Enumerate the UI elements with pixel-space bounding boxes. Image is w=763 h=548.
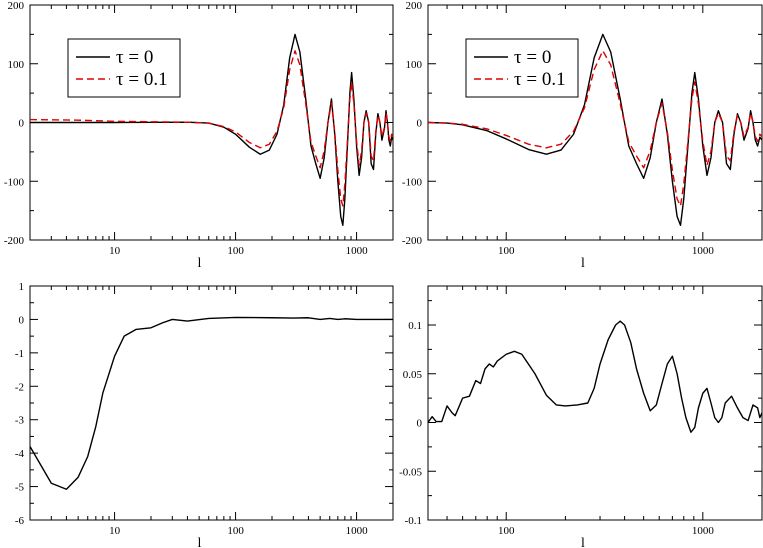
x-tick-label: 100 <box>498 525 515 537</box>
x-tick-label: 1000 <box>692 245 715 257</box>
legend-label: τ = 0 <box>116 47 153 68</box>
y-tick-label: -100 <box>402 176 423 188</box>
legend: τ = 0τ = 0.1 <box>67 38 181 98</box>
y-tick-label: -1 <box>15 348 24 360</box>
x-axis-label: l <box>198 256 202 271</box>
panel-top-left: 10 100 1000 -200 -100 0 100 200 l τ = 0τ = 0.1 <box>4 0 394 271</box>
series-line-ratio <box>30 316 393 490</box>
series-group <box>30 316 393 490</box>
legend: τ = 0τ = 0.1 <box>465 38 579 98</box>
x-tick-label: 1000 <box>346 245 369 257</box>
legend-label: τ = 0 <box>514 47 551 68</box>
series-line-tau-0-1 <box>30 50 393 207</box>
y-tick-label: 0 <box>417 118 423 130</box>
y-tick-label: -0.05 <box>399 466 422 478</box>
y-tick-label: -200 <box>4 235 25 247</box>
series-line-tau-0-1 <box>428 50 762 207</box>
y-tick-label: 0.1 <box>408 320 422 332</box>
x-axis-label: l <box>198 536 202 548</box>
y-tick-label: 1 <box>19 281 25 293</box>
y-tick-label: 0 <box>417 418 423 430</box>
y-tick-label: -6 <box>15 515 25 527</box>
x-axis-label: l <box>581 536 585 548</box>
panel-top-right: 100 1000 -200 -100 0 100 200 l τ = 0τ = 0.1 <box>402 0 763 271</box>
y-tick-label: 0 <box>19 314 25 326</box>
plot-frame <box>29 285 394 521</box>
legend-label: τ = 0.1 <box>116 69 168 90</box>
x-tick-label: 100 <box>498 245 515 257</box>
y-tick-label: 100 <box>8 59 25 71</box>
legend-box <box>465 38 579 98</box>
y-tick-label: -4 <box>15 448 25 460</box>
y-tick-label: 0 <box>19 118 25 130</box>
series-line-ratio <box>428 320 762 433</box>
y-tick-label: 200 <box>8 0 25 12</box>
x-tick-label: 10 <box>109 525 121 537</box>
y-tick-label: -3 <box>15 415 25 427</box>
panel-bottom-right: 100 1000 -0.1 -0.05 0 0.05 0.1 l <box>399 285 763 548</box>
y-tick-label: 200 <box>406 0 423 12</box>
series-group <box>428 320 762 433</box>
y-tick-label: -0.1 <box>405 515 422 527</box>
y-tick-label: 0.05 <box>403 369 423 381</box>
y-tick-label: -5 <box>15 482 25 494</box>
legend-label: τ = 0.1 <box>514 69 566 90</box>
x-tick-label: 1000 <box>346 525 369 537</box>
y-tick-label: -100 <box>4 176 25 188</box>
x-tick-label: 1000 <box>692 525 715 537</box>
plot-frame <box>427 285 763 521</box>
y-tick-label: -200 <box>402 235 423 247</box>
x-axis-label: l <box>581 256 585 271</box>
series-group <box>428 33 762 227</box>
panel-bottom-left: 10 100 1000 -6 -5 -4 -3 -2 -1 0 1 l <box>15 281 394 548</box>
x-tick-label: 100 <box>227 525 244 537</box>
y-tick-label: -2 <box>15 381 24 393</box>
x-tick-label: 100 <box>227 245 244 257</box>
series-group <box>30 33 393 227</box>
x-tick-label: 10 <box>109 245 121 257</box>
y-tick-label: 100 <box>406 59 423 71</box>
legend-box <box>67 38 181 98</box>
